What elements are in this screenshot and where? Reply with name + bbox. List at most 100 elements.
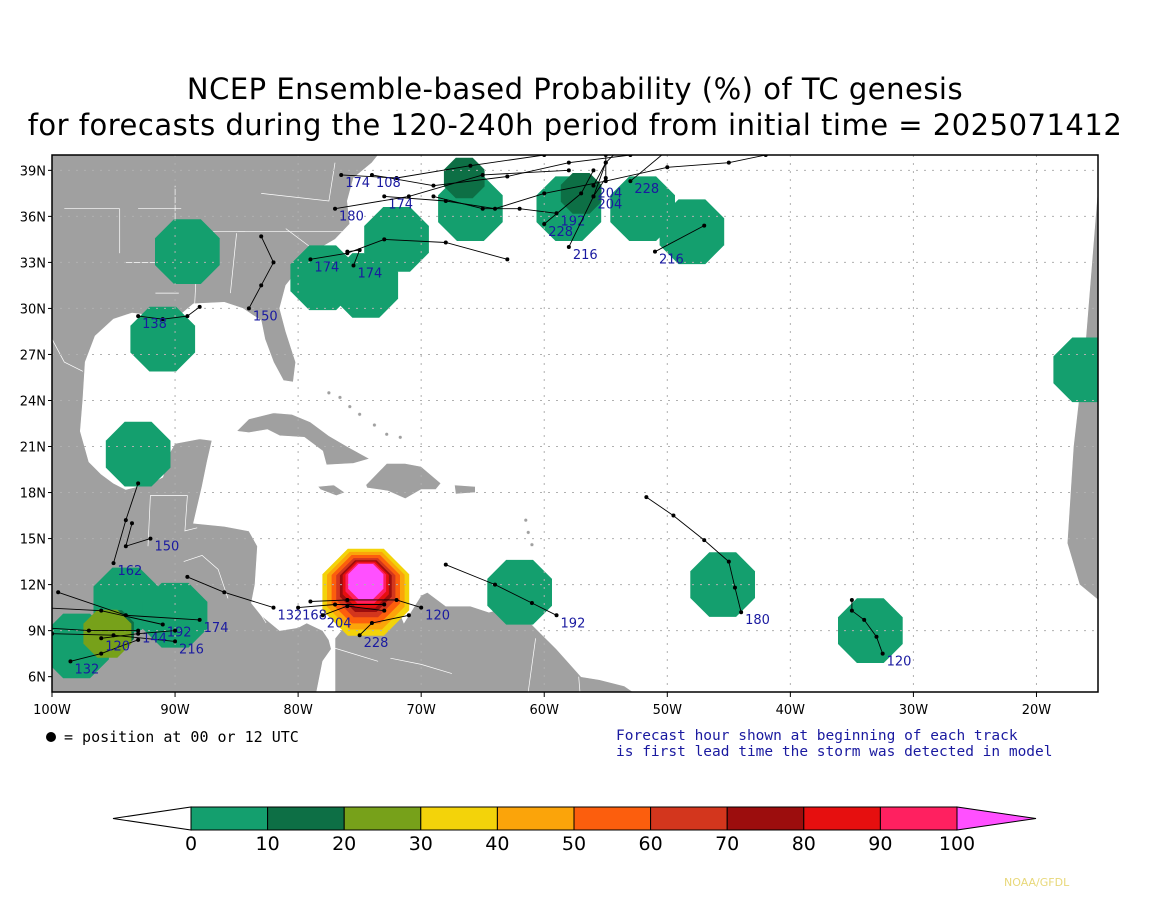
track-point xyxy=(271,605,276,610)
track-point xyxy=(308,599,313,604)
island xyxy=(372,423,377,428)
track-label: 228 xyxy=(634,182,659,197)
lat-tick-label: 15N xyxy=(20,533,46,548)
land-masses xyxy=(52,155,1098,692)
track-point xyxy=(271,260,276,265)
track-label: 168 xyxy=(302,609,327,624)
track-label: 174 xyxy=(204,621,229,636)
lat-tick-label: 12N xyxy=(20,579,46,594)
track-line xyxy=(433,195,557,214)
track-point xyxy=(246,306,251,311)
track-point xyxy=(173,628,178,633)
track-point xyxy=(394,597,399,602)
track-point xyxy=(185,574,190,579)
probability-area xyxy=(155,219,220,284)
lat-tick-label: 9N xyxy=(28,625,46,640)
track-point xyxy=(129,521,134,526)
track-point xyxy=(665,148,669,152)
colorbar-segment xyxy=(420,806,498,831)
track-line xyxy=(654,225,705,253)
border-line xyxy=(578,676,581,692)
track-label: 204 xyxy=(597,187,622,202)
track-point xyxy=(480,172,485,177)
probability-area xyxy=(130,306,196,372)
colorbar-segment xyxy=(267,806,345,831)
track-point xyxy=(320,613,325,618)
track-point xyxy=(357,248,362,253)
track-point xyxy=(880,651,885,656)
forecast-note: Forecast hour shown at beginning of each… xyxy=(616,728,1053,760)
track-line xyxy=(445,564,557,616)
island xyxy=(337,395,342,400)
track-point xyxy=(566,160,571,165)
track-point xyxy=(702,223,707,228)
probability-area xyxy=(690,552,755,617)
track-point xyxy=(111,561,116,566)
probability-area xyxy=(364,207,429,272)
island xyxy=(384,432,389,437)
track-label: 162 xyxy=(118,564,143,579)
colorbar-segment xyxy=(650,806,728,831)
track-point xyxy=(185,314,190,319)
track-point xyxy=(56,590,61,595)
track-point xyxy=(136,637,141,642)
track-point xyxy=(542,191,547,196)
track-label: 216 xyxy=(573,248,598,263)
lon-tick-label: 80W xyxy=(283,703,313,718)
track-point xyxy=(468,163,473,168)
border-line xyxy=(285,228,311,248)
credit-text: NOAA/GFDL xyxy=(1004,876,1070,889)
track-point xyxy=(345,249,350,254)
lon-tick-label: 70W xyxy=(406,703,436,718)
track-label: 174 xyxy=(345,176,370,191)
position-legend-text: = position at 00 or 12 UTC xyxy=(64,728,299,746)
colorbar-label: 10 xyxy=(256,833,280,855)
track-point xyxy=(554,613,559,618)
colorbar-label: 80 xyxy=(792,833,816,855)
lat-tick-label: 39N xyxy=(20,164,46,179)
colorbar-segment xyxy=(190,806,269,831)
track-point xyxy=(849,608,854,613)
island xyxy=(357,412,362,417)
island xyxy=(523,518,528,523)
track-point xyxy=(382,237,387,242)
lat-tick-label: 6N xyxy=(28,671,46,686)
track-point xyxy=(505,257,510,262)
track-label: 216 xyxy=(179,642,204,657)
position-dot-icon xyxy=(46,732,56,742)
track-point xyxy=(308,257,313,262)
track-point xyxy=(86,628,91,633)
track-point xyxy=(136,314,141,319)
track-label: 174 xyxy=(314,260,339,275)
colorbar-label: 0 xyxy=(185,833,197,855)
track-point xyxy=(197,617,202,622)
border-line xyxy=(183,555,229,599)
lat-tick-label: 30N xyxy=(20,302,46,317)
track-point xyxy=(591,183,596,188)
probability-area xyxy=(105,421,171,487)
track-point xyxy=(382,602,387,607)
probability-area xyxy=(487,559,552,625)
latitude-tick-labels: 39N 36N 33N 30N 27N 24N 21N 18N 15N 12N 9N 6N xyxy=(20,164,52,686)
probability-area xyxy=(610,176,675,241)
track-point xyxy=(259,234,264,239)
track-point xyxy=(333,206,338,211)
track-point xyxy=(702,538,707,543)
track-point xyxy=(480,206,485,211)
track-label: 174 xyxy=(388,197,413,212)
track-point xyxy=(99,608,104,613)
forecast-note-line-1: Forecast hour shown at beginning of each… xyxy=(616,728,1018,744)
probability-area xyxy=(838,598,903,663)
track-label: 204 xyxy=(597,197,622,212)
track-point xyxy=(382,194,387,199)
title-line-1: NCEP Ensemble-based Probability (%) of T… xyxy=(186,72,964,106)
lat-tick-label: 33N xyxy=(20,256,46,271)
track-point xyxy=(99,636,104,641)
border-line xyxy=(147,495,198,547)
track-point xyxy=(849,597,854,602)
island xyxy=(526,530,531,535)
lon-tick-label: 100W xyxy=(33,703,71,718)
track-point xyxy=(628,179,633,184)
track-point xyxy=(296,605,301,610)
